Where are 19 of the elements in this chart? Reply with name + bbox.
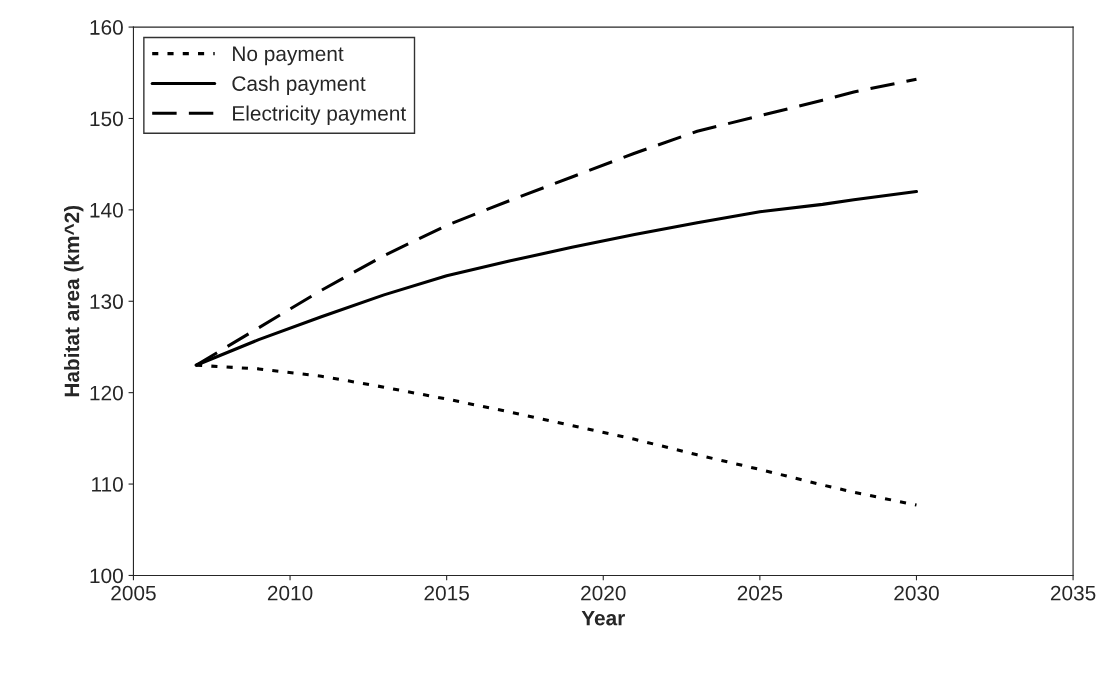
legend-label: Cash payment xyxy=(232,75,366,96)
x-tick-label: 2015 xyxy=(424,585,469,601)
x-tick-label: 2005 xyxy=(111,585,156,601)
x-tick-label: 2020 xyxy=(581,585,626,601)
y-tick-label: 160 xyxy=(90,20,123,35)
y-tick-label: 100 xyxy=(90,568,123,584)
y-axis-title: Habitat area (km^2) xyxy=(63,205,84,397)
x-tick-label: 2030 xyxy=(894,585,939,601)
x-axis-title: Year xyxy=(581,610,625,626)
y-tick-label: 130 xyxy=(90,294,123,310)
y-tick-label: 150 xyxy=(90,111,123,127)
y-tick-label: 140 xyxy=(90,202,123,218)
y-tick-label: 120 xyxy=(90,385,123,401)
legend-label: No payment xyxy=(233,46,344,66)
x-tick-label: 2010 xyxy=(267,585,313,601)
legend-label: Electricity payment xyxy=(233,105,407,125)
x-tick-label: 2025 xyxy=(737,585,783,601)
y-tick-label: 110 xyxy=(92,477,123,492)
x-tick-label: 2035 xyxy=(1050,585,1096,601)
